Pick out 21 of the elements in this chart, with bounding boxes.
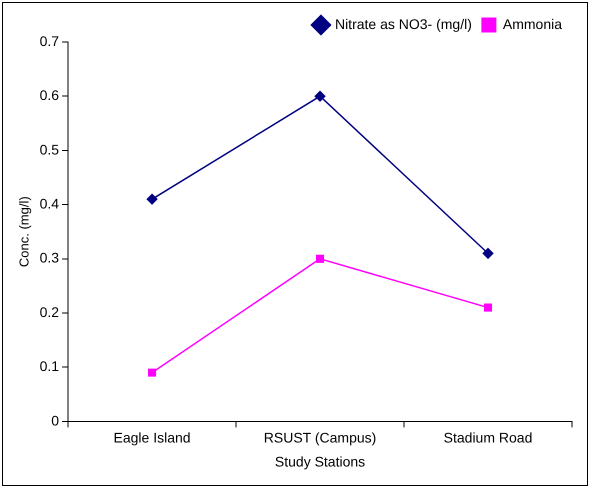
y-tick-label: 0.4 — [40, 195, 60, 212]
point — [314, 90, 326, 102]
y-tick-label: 0.6 — [40, 87, 60, 104]
y-tick-label: 0.5 — [40, 141, 60, 158]
y-axis-title: Conc. (mg/l) — [16, 196, 32, 268]
point — [146, 194, 158, 205]
y-tick-label: 0.7 — [40, 32, 60, 49]
y-tick-label: 0.1 — [40, 358, 60, 374]
point — [148, 368, 156, 377]
legend-label: Nitrate as NO3- (mg/l) — [334, 16, 472, 32]
legend-label: Ammonia — [502, 16, 562, 32]
y-tick-label: 0.2 — [40, 304, 60, 320]
point — [482, 248, 494, 259]
point — [316, 254, 324, 263]
x-axis-title: Study Stations — [274, 453, 366, 470]
x-tick-label: RSUST (Campus) — [264, 430, 376, 446]
point — [484, 304, 492, 312]
y-tick-label: 0.3 — [40, 250, 60, 266]
y-tick-label: 0 — [51, 412, 60, 428]
x-tick-label: Eagle Island — [114, 430, 191, 446]
x-tick-label: Stadium Road — [444, 430, 532, 446]
